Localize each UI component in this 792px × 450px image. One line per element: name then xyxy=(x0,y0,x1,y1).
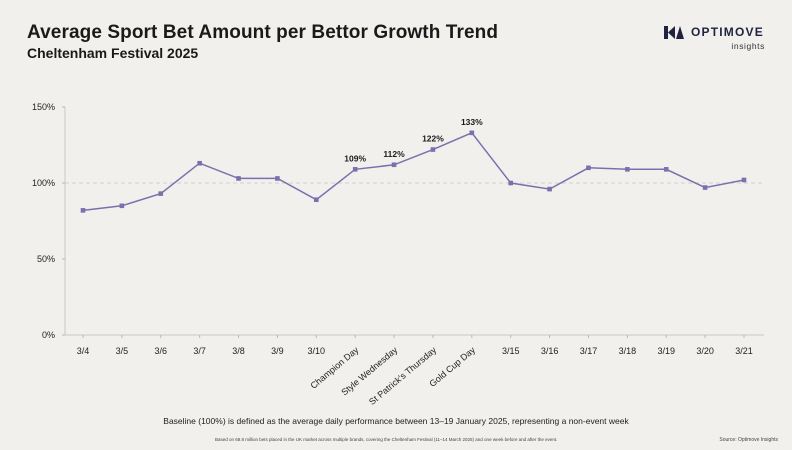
x-tick-label: 3/20 xyxy=(696,346,714,356)
source-note: Source: Optimove Insights xyxy=(719,437,778,443)
chart-title: Average Sport Bet Amount per Bettor Grow… xyxy=(27,22,499,43)
data-point xyxy=(741,177,747,183)
x-tick-label: 3/17 xyxy=(580,346,598,356)
data-point xyxy=(236,176,241,181)
data-point xyxy=(119,203,125,209)
x-tick-label: St Patrick's Thursday xyxy=(367,345,439,407)
x-tick-label: 3/19 xyxy=(657,346,675,356)
x-tick-label: 3/21 xyxy=(735,346,753,356)
data-point xyxy=(430,147,436,152)
optimove-logo: OPTIMOVE insights xyxy=(664,25,774,55)
data-point xyxy=(508,180,514,186)
data-point xyxy=(158,191,164,196)
logo-name: OPTIMOVE xyxy=(691,25,764,39)
x-tick-label: 3/18 xyxy=(619,346,637,356)
y-tick-label: 50% xyxy=(37,254,55,264)
x-tick-label: 3/5 xyxy=(116,346,129,356)
x-tick-label: 3/4 xyxy=(77,346,90,356)
y-tick-label: 0% xyxy=(42,330,55,340)
data-point xyxy=(702,185,708,190)
footnote: Based on 68.8 million bets placed in the… xyxy=(215,437,558,442)
x-tick-label: 3/7 xyxy=(193,346,206,356)
chart-subtitle: Cheltenham Festival 2025 xyxy=(27,45,199,61)
logo-subtitle: insights xyxy=(731,41,765,51)
data-label: 109% xyxy=(344,153,366,163)
data-point xyxy=(80,208,86,213)
y-tick-label: 100% xyxy=(32,178,55,188)
x-tick-label: 3/8 xyxy=(232,346,245,356)
data-label: 112% xyxy=(383,149,405,159)
data-point xyxy=(663,167,669,172)
data-point xyxy=(352,167,358,172)
x-tick-label: 3/16 xyxy=(541,346,559,356)
optimove-logo-icon xyxy=(664,26,684,39)
series-line xyxy=(82,131,745,212)
y-tick-label: 150% xyxy=(32,102,55,112)
data-point xyxy=(391,162,397,168)
x-tick-label: 3/6 xyxy=(155,346,168,356)
data-point xyxy=(469,130,475,136)
baseline-note: Baseline (100%) is defined as the averag… xyxy=(163,416,629,426)
data-point xyxy=(313,197,319,203)
x-tick-label: 3/15 xyxy=(502,346,520,356)
x-tick-label: 3/9 xyxy=(271,346,284,356)
data-point xyxy=(625,167,630,172)
data-point xyxy=(547,186,552,192)
x-tick-label: 3/10 xyxy=(308,346,326,356)
data-label: 122% xyxy=(422,134,444,144)
data-label: 133% xyxy=(461,117,483,127)
data-point xyxy=(275,176,280,181)
data-point xyxy=(197,160,202,166)
data-point xyxy=(586,165,591,171)
